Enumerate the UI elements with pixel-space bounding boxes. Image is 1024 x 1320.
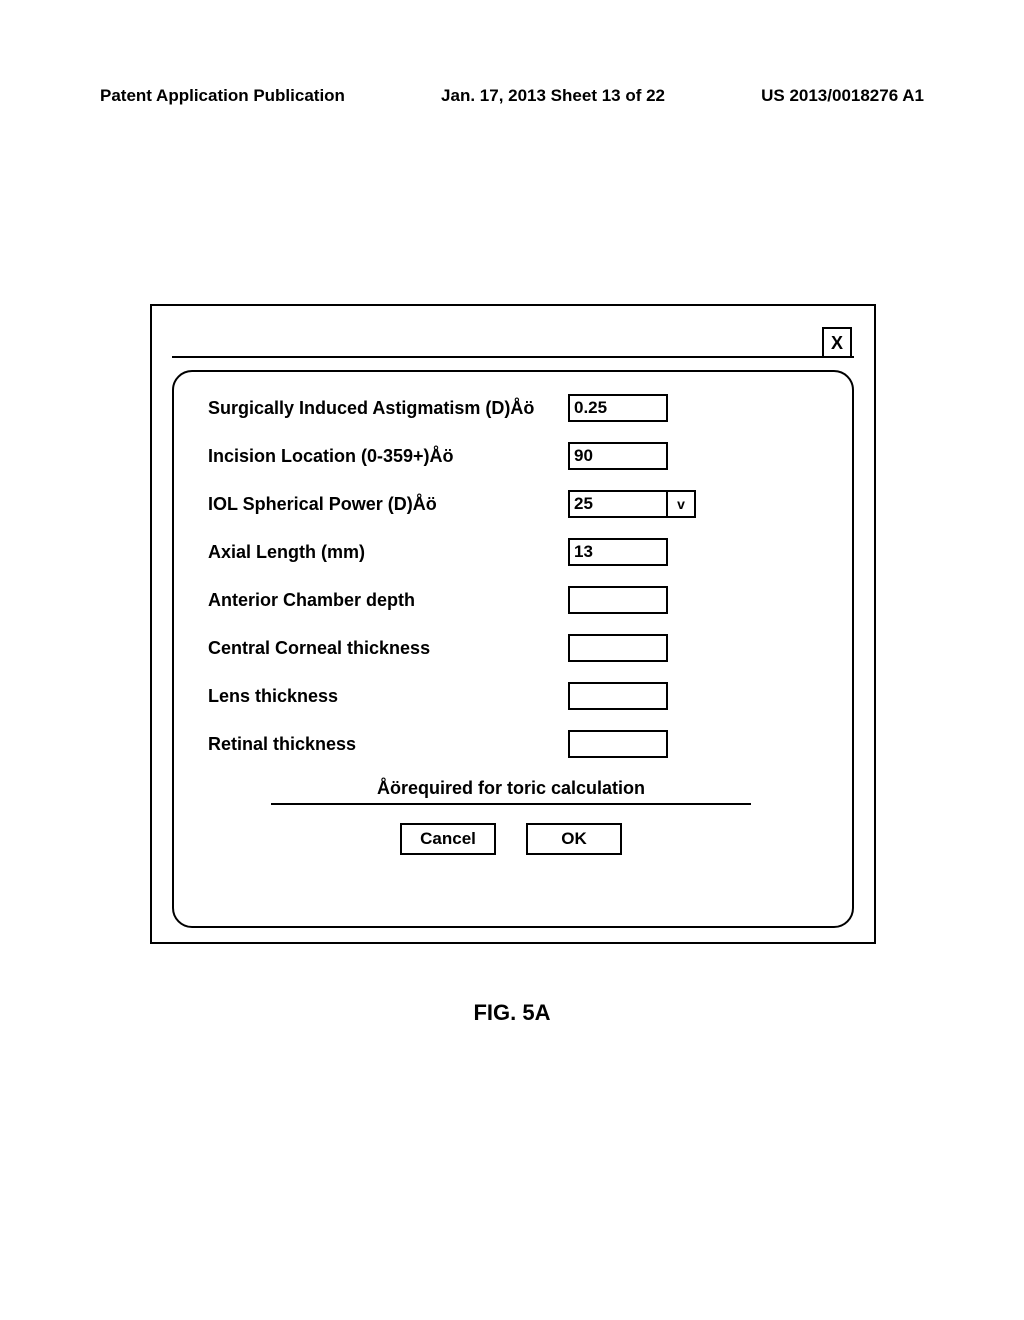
row-lens: Lens thickness — [208, 682, 814, 710]
input-iol[interactable] — [568, 490, 668, 518]
label-sia: Surgically Induced Astigmatism (D)Åö — [208, 398, 568, 419]
ok-button[interactable]: OK — [526, 823, 622, 855]
row-cct: Central Corneal thickness — [208, 634, 814, 662]
input-incision[interactable] — [568, 442, 668, 470]
row-retinal: Retinal thickness — [208, 730, 814, 758]
note-row: Åörequired for toric calculation — [208, 778, 814, 805]
input-cct[interactable] — [568, 634, 668, 662]
row-acd: Anterior Chamber depth — [208, 586, 814, 614]
button-row: Cancel OK — [208, 823, 814, 855]
label-acd: Anterior Chamber depth — [208, 590, 568, 611]
header-center: Jan. 17, 2013 Sheet 13 of 22 — [441, 86, 665, 106]
toric-note: Åörequired for toric calculation — [271, 778, 751, 805]
close-icon: X — [831, 333, 843, 354]
input-sia[interactable] — [568, 394, 668, 422]
figure-caption: FIG. 5A — [0, 1000, 1024, 1026]
form-panel: Surgically Induced Astigmatism (D)Åö Inc… — [172, 370, 854, 928]
label-retinal: Retinal thickness — [208, 734, 568, 755]
select-iol[interactable]: v — [568, 490, 696, 518]
input-lens[interactable] — [568, 682, 668, 710]
close-button[interactable]: X — [822, 327, 852, 357]
row-sia: Surgically Induced Astigmatism (D)Åö — [208, 394, 814, 422]
row-axial: Axial Length (mm) — [208, 538, 814, 566]
dropdown-arrow-icon[interactable]: v — [668, 490, 696, 518]
label-axial: Axial Length (mm) — [208, 542, 568, 563]
input-acd[interactable] — [568, 586, 668, 614]
label-incision: Incision Location (0-359+)Åö — [208, 446, 568, 467]
cancel-button[interactable]: Cancel — [400, 823, 496, 855]
input-retinal[interactable] — [568, 730, 668, 758]
header-left: Patent Application Publication — [100, 86, 345, 106]
header-right: US 2013/0018276 A1 — [761, 86, 924, 106]
dialog-window: X Surgically Induced Astigmatism (D)Åö I… — [150, 304, 876, 944]
page-header: Patent Application Publication Jan. 17, … — [0, 86, 1024, 106]
input-axial[interactable] — [568, 538, 668, 566]
titlebar: X — [172, 328, 854, 358]
row-incision: Incision Location (0-359+)Åö — [208, 442, 814, 470]
label-lens: Lens thickness — [208, 686, 568, 707]
label-cct: Central Corneal thickness — [208, 638, 568, 659]
label-iol: IOL Spherical Power (D)Åö — [208, 494, 568, 515]
row-iol: IOL Spherical Power (D)Åö v — [208, 490, 814, 518]
